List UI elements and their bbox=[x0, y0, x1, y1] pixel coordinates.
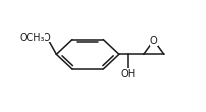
Text: O: O bbox=[43, 33, 50, 43]
Text: O: O bbox=[149, 36, 157, 46]
Text: OCH₃: OCH₃ bbox=[20, 33, 45, 43]
Text: OH: OH bbox=[119, 69, 135, 79]
